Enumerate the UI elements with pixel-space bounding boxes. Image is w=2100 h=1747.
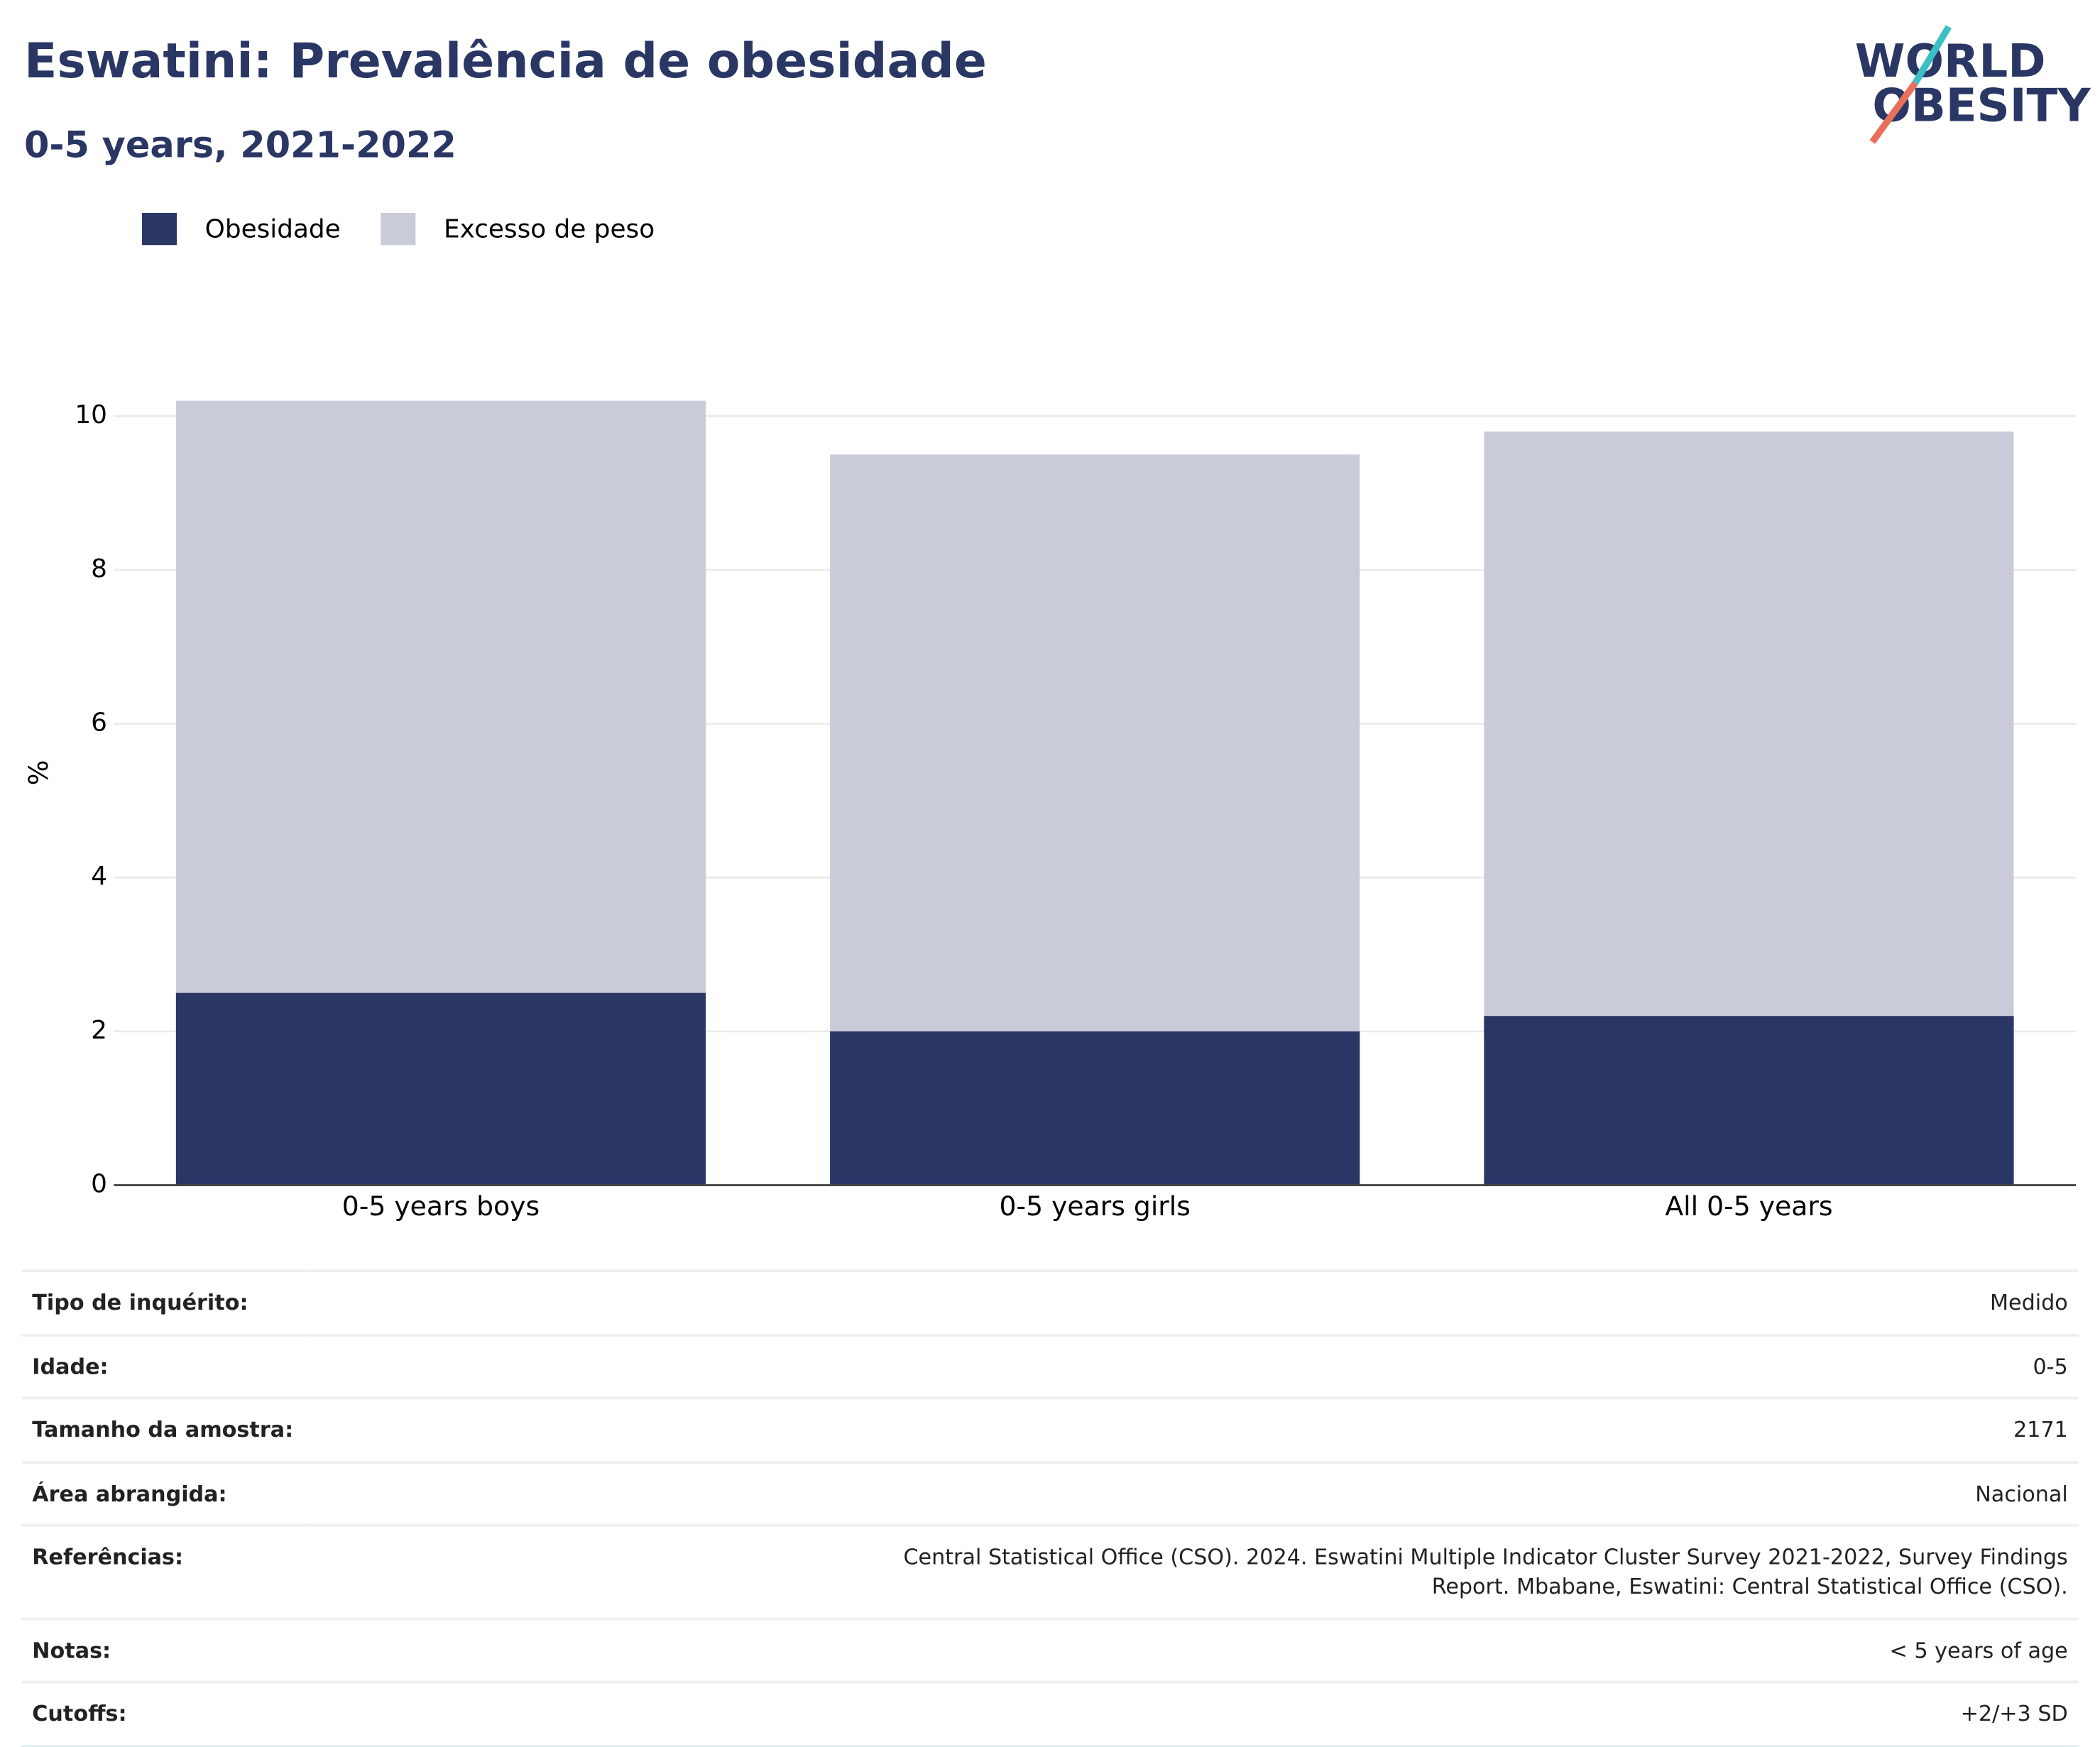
bar	[175, 992, 706, 1185]
info-key: Área abrangida:	[21, 1460, 305, 1526]
info-value: Central Statistical Office (CSO). 2024. …	[304, 1524, 2079, 1619]
info-value: Medido	[304, 1269, 2079, 1335]
info-value: 0-5	[304, 1333, 2079, 1398]
info-value: < 5 years of age	[304, 1617, 2079, 1682]
x-tick-label: All 0-5 years	[1665, 1190, 1832, 1222]
legend-swatch	[141, 212, 177, 246]
bar	[1484, 1016, 2014, 1185]
logo-slash	[1912, 25, 1952, 85]
info-row: Tamanho da amostra: 2171	[21, 1396, 2079, 1462]
info-value: 2171	[304, 1396, 2079, 1462]
legend-label: Excesso de peso	[444, 214, 655, 243]
info-key: Notas:	[21, 1617, 305, 1682]
info-row: Cutoffs: +2/+3 SD	[21, 1680, 2079, 1747]
info-row: Referências: Central Statistical Office (…	[21, 1524, 2079, 1619]
chart: Eswatini: Prevalência de obesidade 0-5 y…	[23, 25, 2091, 1222]
y-tick-label: 10	[75, 400, 107, 429]
bar	[830, 1031, 1360, 1185]
y-tick-label: 8	[91, 554, 107, 584]
chart-title: Eswatini: Prevalência de obesidade	[24, 33, 987, 89]
info-row: Notas: < 5 years of age	[21, 1617, 2079, 1682]
y-tick-label: 2	[91, 1016, 107, 1045]
logo-text: OBESITY	[1872, 79, 2091, 132]
info-key: Referências:	[21, 1524, 305, 1619]
info-table: Tipo de inquérito: Medido Idade: 0-5 Tamanho…	[21, 1269, 2079, 1747]
info-key: Tipo de inquérito:	[21, 1269, 305, 1335]
y-tick-label: 6	[91, 708, 107, 738]
y-axis-label: %	[23, 760, 54, 786]
info-key: Tamanho da amostra:	[21, 1396, 305, 1462]
info-value: Nacional	[304, 1460, 2079, 1526]
info-row: Idade: 0-5	[21, 1333, 2079, 1398]
y-tick-label: 0	[91, 1170, 107, 1199]
info-key: Cutoffs:	[21, 1680, 305, 1747]
logo-text: WORLD	[1855, 35, 2046, 88]
logo-slash	[1869, 81, 1918, 144]
y-tick-label: 4	[91, 862, 107, 891]
info-row: Tipo de inquérito: Medido	[21, 1269, 2079, 1335]
info-value: +2/+3 SD	[304, 1680, 2079, 1747]
x-tick-label: 0-5 years boys	[342, 1190, 540, 1222]
info-key: Idade:	[21, 1333, 305, 1398]
legend-swatch	[381, 212, 416, 246]
legend-label: Obesidade	[205, 214, 341, 243]
chart-subtitle: 0-5 years, 2021-2022	[24, 125, 456, 167]
x-tick-label: 0-5 years girls	[999, 1190, 1190, 1222]
info-row: Área abrangida: Nacional	[21, 1460, 2079, 1526]
